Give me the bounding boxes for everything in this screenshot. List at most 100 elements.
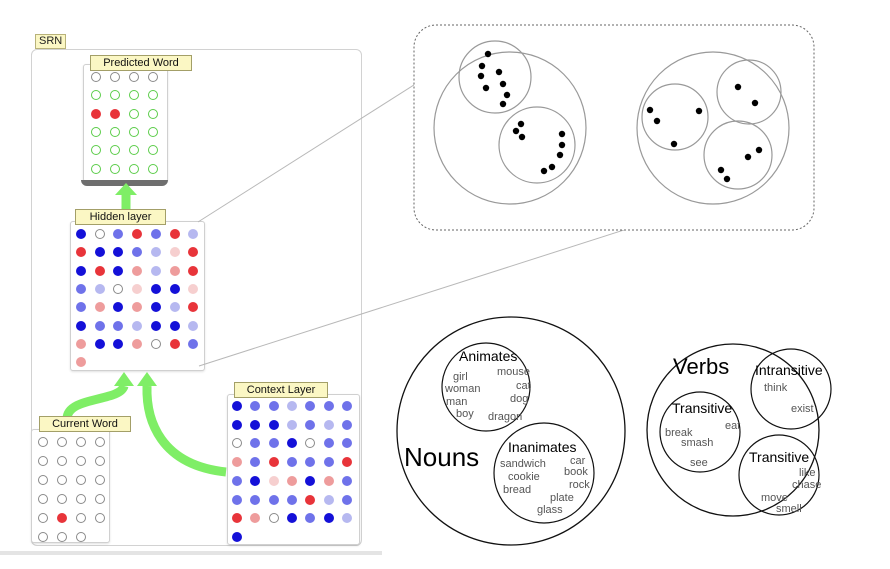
word-girl: girl: [453, 371, 468, 383]
current-word-unit: [95, 494, 105, 504]
inset-group-left: [433, 51, 587, 205]
word-dog: dog: [510, 393, 529, 405]
current-word-unit: [76, 456, 86, 466]
hidden-unit: [151, 266, 161, 276]
word-eat: eat: [725, 420, 741, 432]
predicted-unit: [91, 145, 101, 155]
hidden-unit: [132, 266, 142, 276]
context-unit: [232, 495, 242, 505]
predicted-unit: [148, 109, 158, 119]
context-unit: [324, 457, 334, 467]
hidden-unit: [170, 266, 180, 276]
current-word-unit: [57, 456, 67, 466]
transitive-cluster-a: [659, 391, 741, 473]
hidden-unit: [170, 339, 180, 349]
context-unit: [305, 438, 315, 448]
arrow-current-to-hidden: [62, 383, 129, 421]
hidden-unit: [151, 284, 161, 294]
hidden-unit: [188, 266, 198, 276]
context-unit: [305, 457, 315, 467]
current-word-unit: [76, 437, 86, 447]
word-rock: rock: [569, 479, 590, 491]
context-unit: [305, 476, 315, 486]
hidden-unit: [113, 229, 123, 239]
context-unit: [287, 495, 297, 505]
predicted-unit: [110, 164, 120, 174]
context-unit: [342, 495, 352, 505]
predicted-unit: [129, 145, 139, 155]
hidden-unit: [76, 229, 86, 239]
word-smell: smell: [776, 503, 802, 515]
context-unit: [324, 401, 334, 411]
transitive-cluster-b: [738, 434, 820, 516]
word-smash: smash: [681, 437, 714, 449]
current-word-unit: [95, 513, 105, 523]
word-bread: bread: [503, 484, 532, 496]
context-unit: [287, 476, 297, 486]
word-cat: cat: [516, 380, 531, 392]
hidden-unit: [95, 247, 105, 257]
context-unit: [324, 438, 334, 448]
context-unit: [305, 401, 315, 411]
context-unit: [305, 513, 315, 523]
current-word-unit: [95, 437, 105, 447]
predicted-unit: [91, 72, 101, 82]
hidden-unit: [132, 339, 142, 349]
hidden-unit: [95, 339, 105, 349]
predicted-unit: [110, 127, 120, 137]
hidden-unit: [170, 321, 180, 331]
intransitive-cluster: [750, 348, 832, 430]
inset-subgroup-left-a: [458, 40, 532, 114]
context-unit: [287, 457, 297, 467]
transitive-heading-a: Transitive: [672, 400, 733, 416]
verbs-cluster: [646, 343, 820, 517]
animates-cluster: [441, 342, 531, 432]
context-layer-label: Context Layer: [234, 382, 328, 398]
predicted-unit: [110, 109, 120, 119]
predicted-unit: [110, 72, 120, 82]
current-word-unit: [57, 513, 67, 523]
hidden-unit: [95, 229, 105, 239]
hidden-unit: [132, 302, 142, 312]
context-unit: [269, 401, 279, 411]
arrow-context-to-hidden: [142, 385, 227, 477]
context-unit: [324, 476, 334, 486]
inanimates-cluster: [493, 422, 595, 524]
context-unit: [250, 457, 260, 467]
hidden-unit: [132, 321, 142, 331]
hidden-unit: [188, 321, 198, 331]
hidden-unit: [151, 339, 161, 349]
context-unit: [250, 476, 260, 486]
context-unit: [324, 495, 334, 505]
nouns-heading: Nouns: [404, 442, 480, 472]
word-break: break: [665, 427, 693, 439]
current-word-unit: [57, 494, 67, 504]
context-unit: [250, 495, 260, 505]
context-unit: [269, 513, 279, 523]
hidden-unit: [188, 247, 198, 257]
current-word-unit: [95, 456, 105, 466]
word-see: see: [690, 457, 708, 469]
hidden-unit: [188, 302, 198, 312]
predicted-unit: [148, 72, 158, 82]
word-chase: chase: [792, 479, 822, 491]
context-unit: [324, 420, 334, 430]
context-unit: [342, 457, 352, 467]
current-word-unit: [76, 494, 86, 504]
context-unit: [232, 438, 242, 448]
context-unit: [324, 513, 334, 523]
context-unit: [287, 438, 297, 448]
current-word-unit: [38, 475, 48, 485]
word-car: car: [570, 455, 586, 467]
context-unit: [250, 438, 260, 448]
inset-group-right: [636, 51, 790, 205]
context-unit: [305, 420, 315, 430]
hidden-unit: [95, 302, 105, 312]
hidden-unit: [170, 302, 180, 312]
hidden-unit: [76, 357, 86, 367]
hidden-unit: [113, 302, 123, 312]
transitive-heading-b: Transitive: [749, 449, 810, 465]
word-plate: plate: [550, 492, 574, 504]
current-word-unit: [57, 532, 67, 542]
